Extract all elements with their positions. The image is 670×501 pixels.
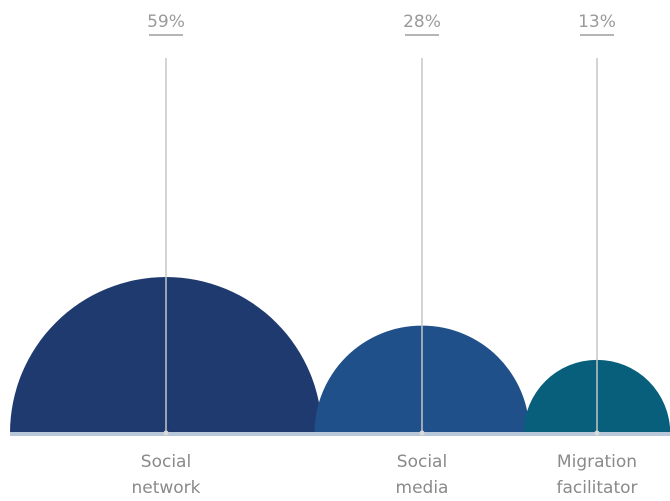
- leader-dot: [163, 430, 169, 436]
- value-label: 28%: [403, 12, 441, 32]
- category-label: media: [396, 478, 449, 498]
- value-label: 13%: [578, 12, 616, 32]
- category-label: Social: [141, 452, 191, 472]
- leader-dot: [594, 430, 600, 436]
- category-label: network: [131, 478, 200, 498]
- leader-dot: [419, 430, 425, 436]
- chart-overlay: 59% Social network 28% Social media 13% Migrati…: [131, 12, 637, 498]
- category-label: facilitator: [556, 478, 637, 498]
- chart-baseline: [10, 432, 670, 436]
- chart-shapes: [10, 277, 670, 433]
- value-label: 59%: [147, 12, 185, 32]
- category-label: Migration: [557, 452, 637, 472]
- category-label: Social: [397, 452, 447, 472]
